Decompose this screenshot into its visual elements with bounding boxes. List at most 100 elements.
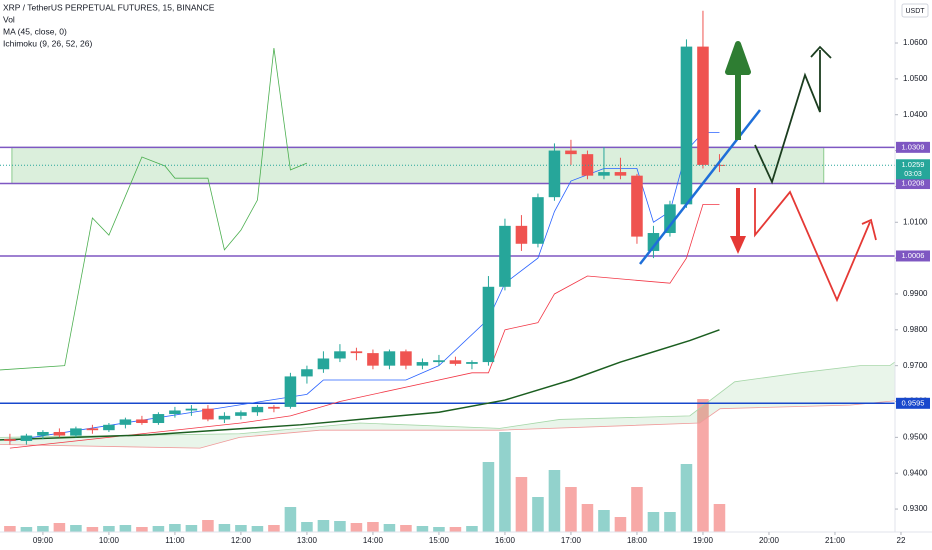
- indicator: MA (45, close, 0): [3, 26, 67, 36]
- candle-body: [317, 358, 330, 370]
- candle-body: [185, 408, 198, 411]
- candle-body: [202, 408, 214, 420]
- level-label-box: [896, 250, 930, 262]
- candle-body: [499, 225, 511, 287]
- candle-body: [268, 406, 280, 409]
- y-tick-label: 0.9700: [903, 361, 928, 370]
- candle-body: [647, 233, 660, 251]
- volume-bar: [482, 462, 495, 532]
- level-label: 0.9595: [902, 398, 925, 407]
- volume-bar: [86, 527, 99, 532]
- y-tick-label: 0.9900: [903, 289, 928, 298]
- volume-bar: [515, 477, 528, 532]
- candle-body: [169, 410, 181, 415]
- x-tick-label: 18:00: [627, 536, 648, 545]
- candle-body: [152, 414, 165, 424]
- candle-body: [70, 428, 82, 436]
- volume-bar: [449, 527, 462, 532]
- candle-body: [383, 351, 396, 366]
- current-price-box: [896, 159, 930, 180]
- candle-body: [565, 150, 577, 155]
- volume-bar: [466, 526, 478, 532]
- candle-body: [680, 46, 693, 205]
- indicator-line: [9, 203, 720, 449]
- candle-body: [301, 369, 313, 377]
- volume-bar: [647, 512, 660, 532]
- indicator-line: [0, 329, 720, 441]
- volume-bar: [268, 525, 280, 532]
- candle-body: [515, 225, 528, 244]
- volume-bar: [532, 497, 544, 532]
- candle-body: [103, 424, 115, 431]
- volume-bar: [631, 487, 643, 532]
- volume-bar: [400, 525, 412, 532]
- volume-bar: [251, 526, 264, 532]
- y-tick-label: 0.9800: [903, 325, 928, 334]
- candle-body: [37, 431, 49, 436]
- cloud-fill: [0, 340, 925, 449]
- candle-body: [284, 376, 297, 407]
- x-tick-label: 10:00: [99, 536, 120, 545]
- volume-bar: [614, 517, 627, 532]
- volume-bar: [70, 525, 82, 532]
- x-tick-label: 21:00: [825, 536, 846, 545]
- indicator: Vol: [3, 14, 15, 24]
- volume-bar: [334, 521, 346, 532]
- x-tick-label: 19:00: [693, 536, 714, 545]
- y-tick-label: 0.9500: [903, 432, 928, 441]
- countdown: 03:03: [904, 171, 922, 178]
- level-label-box: [896, 178, 930, 190]
- current-price-label: 1.0259: [902, 160, 925, 169]
- volume-bar: [433, 527, 445, 532]
- volume-bar: [20, 527, 33, 532]
- currency: USDT: [905, 8, 925, 15]
- volume-bar: [4, 526, 16, 532]
- y-tick-label: 0.9300: [903, 504, 928, 513]
- volume-bar: [416, 526, 429, 532]
- level-label: 1.0006: [902, 251, 925, 260]
- x-tick-label: 12:00: [231, 536, 252, 545]
- candle-body: [449, 360, 462, 364]
- cloud-line: [0, 397, 925, 449]
- x-tick-label: 13:00: [297, 536, 318, 545]
- volume-bar: [565, 487, 577, 532]
- volume-bar: [185, 525, 198, 532]
- candle-body: [400, 351, 412, 366]
- level-label: 1.0309: [902, 142, 925, 151]
- candle-body: [218, 415, 231, 420]
- chart-title: XRP / TetherUS PERPETUAL FUTURES, 15, BI…: [3, 2, 215, 12]
- volume-bar: [317, 520, 330, 532]
- volume-bar: [581, 504, 594, 532]
- volume-bar: [367, 522, 379, 532]
- candle-body: [119, 419, 132, 425]
- indicator-line: [0, 47, 308, 371]
- volume-bar: [218, 524, 231, 532]
- candle-body: [581, 154, 594, 176]
- volume-bar: [713, 504, 726, 532]
- volume-bar: [136, 527, 148, 532]
- bull-path-head: [810, 45, 832, 59]
- currency-box: [901, 3, 929, 18]
- y-tick-label: 0.9400: [903, 468, 928, 477]
- volume-bar: [53, 523, 66, 532]
- volume-bar: [499, 432, 511, 532]
- volume-bar: [383, 524, 396, 532]
- candle-body: [334, 351, 346, 359]
- candle-body: [53, 431, 66, 436]
- bear-path: [754, 188, 871, 303]
- x-tick-label: 14:00: [363, 536, 384, 545]
- price-axis: [895, 0, 932, 550]
- bear-path-head: [861, 218, 877, 241]
- volume-bar: [548, 470, 561, 532]
- volume-bar: [301, 522, 313, 532]
- candle-body: [548, 150, 561, 198]
- y-tick-label: 1.0500: [903, 74, 928, 83]
- candle-body: [697, 46, 709, 165]
- volume-bar: [152, 526, 165, 532]
- candle-body: [86, 428, 99, 431]
- indicator-line: [9, 132, 720, 442]
- volume-bar: [598, 510, 610, 532]
- candle-body: [251, 406, 264, 413]
- candle-body: [350, 351, 363, 354]
- y-tick-label: 1.0400: [903, 110, 928, 119]
